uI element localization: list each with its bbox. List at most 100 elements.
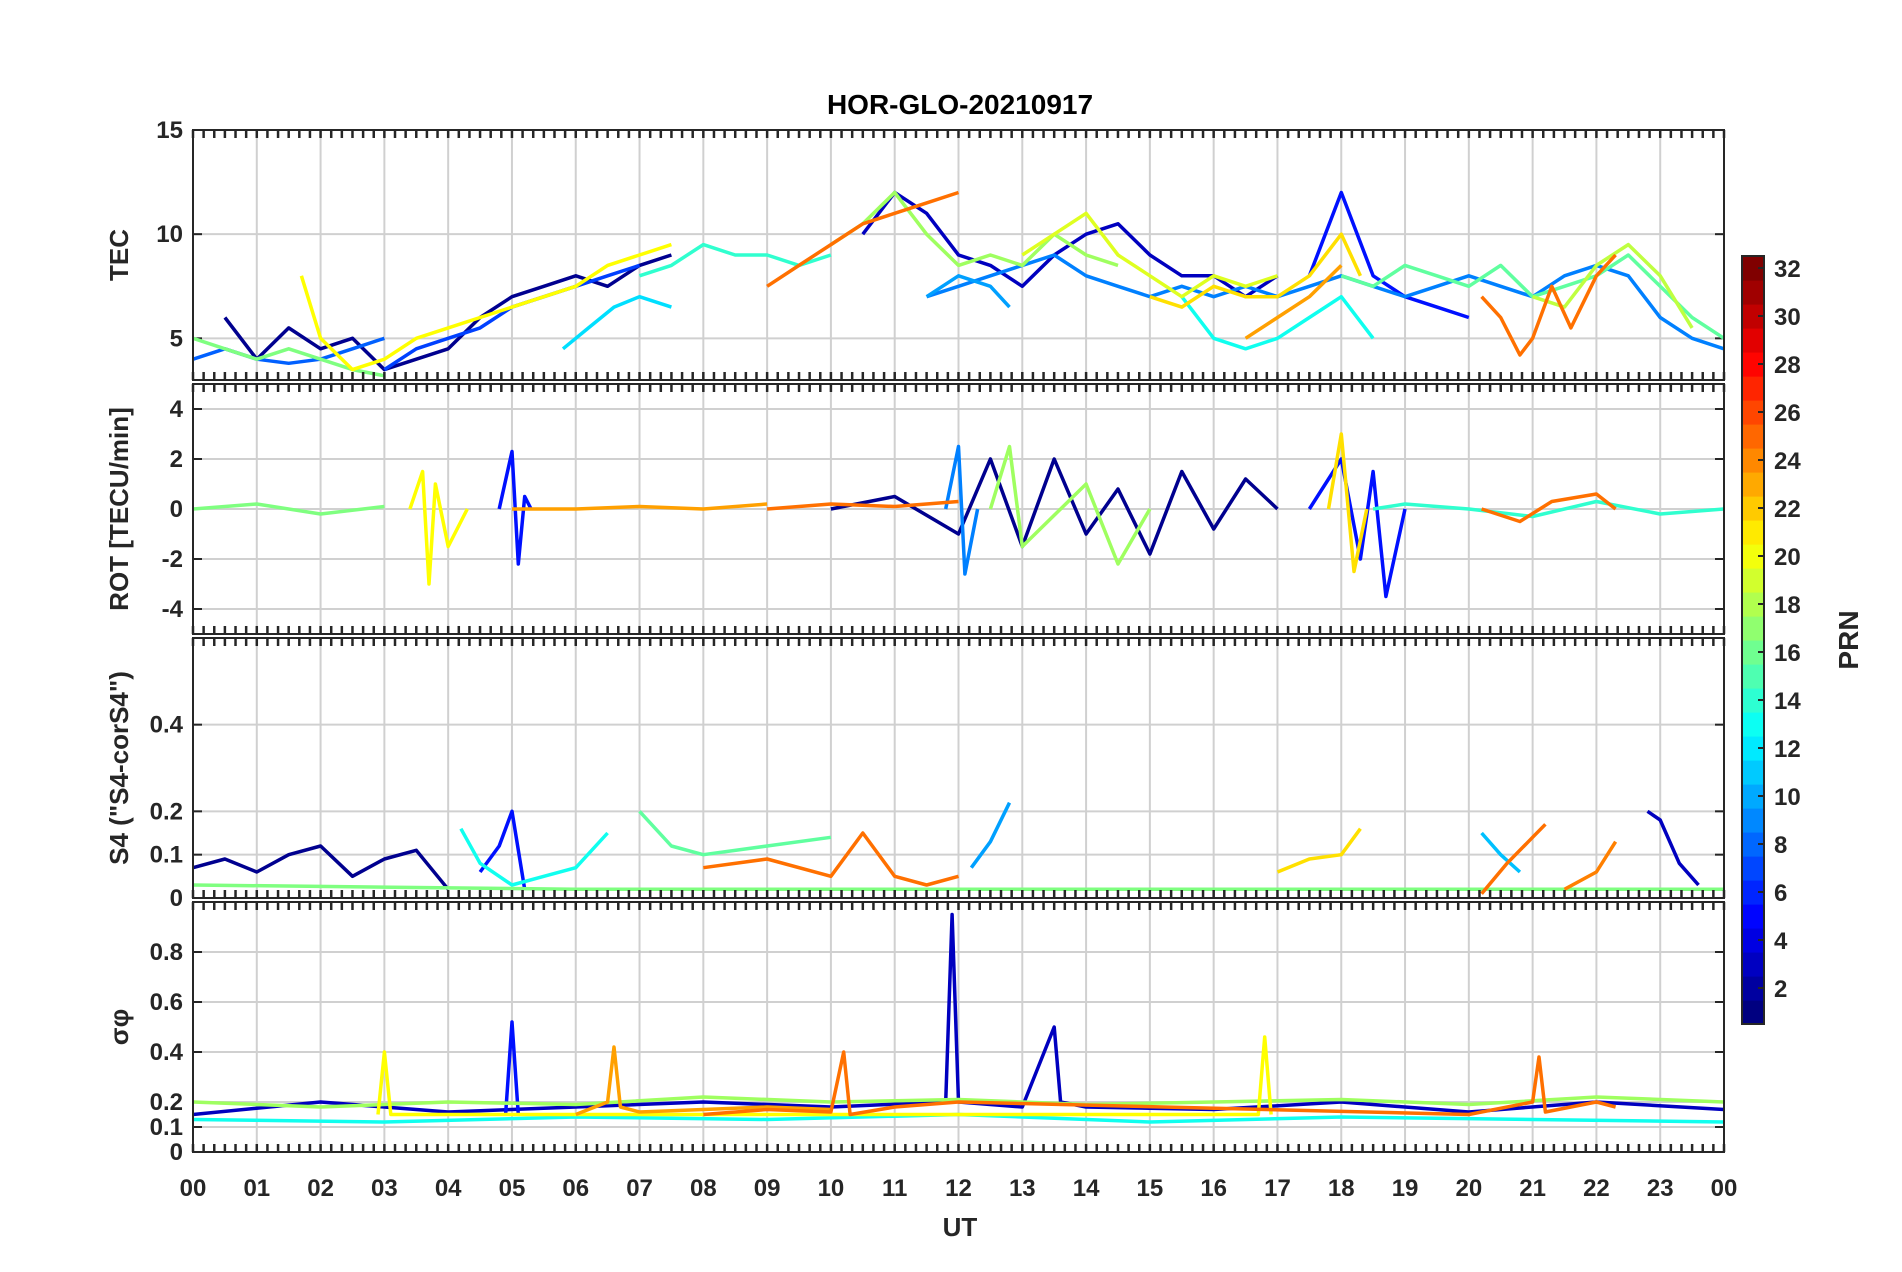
- series-prn-16: [988, 444, 1152, 566]
- colorbar-tick-label: 10: [1774, 784, 1801, 811]
- x-tick-label: 16: [1200, 1175, 1227, 1202]
- x-axis: 00 01 02 03 04 05 06 07 08 09 10 11 12 13 14 15 16 17 18 19…: [180, 1175, 1738, 1202]
- x-tick-label: 21: [1519, 1175, 1546, 1202]
- panel-frame: [192, 383, 1725, 635]
- y-tick-label: 0.8: [150, 939, 183, 966]
- colorbar-tick-label: 2: [1774, 976, 1787, 1003]
- colorbar-segment: [1742, 736, 1764, 761]
- series-prn-9: [925, 274, 1011, 309]
- series-prn-10: [1480, 831, 1522, 874]
- colorbar-segment: [1742, 784, 1764, 809]
- y-axis-label: TEC: [104, 229, 134, 281]
- x-tick-label: 01: [243, 1175, 270, 1202]
- y-tick-label: -4: [162, 596, 184, 623]
- colorbar-segment: [1742, 760, 1764, 785]
- y-tick-label: 2: [170, 446, 183, 473]
- colorbar-tick-label: 30: [1774, 304, 1801, 331]
- y-tick-label: 0.1: [150, 842, 183, 869]
- series-prn-24: [703, 831, 959, 887]
- y-tick-label: 0.2: [150, 1089, 183, 1116]
- x-axis-label: UT: [943, 1212, 978, 1242]
- colorbar-segment: [1742, 592, 1764, 617]
- chart-title: HOR-GLO-20210917: [827, 89, 1093, 120]
- x-tick-label: 09: [754, 1175, 781, 1202]
- series-prn-20: [1326, 432, 1369, 574]
- x-tick-label: 23: [1647, 1175, 1674, 1202]
- series-prn-16: [193, 1095, 1724, 1109]
- series-prn-1: [830, 457, 1279, 556]
- colorbar-tick-label: 4: [1774, 928, 1788, 955]
- series-prn-9: [969, 801, 1012, 869]
- series-prn-20: [1276, 827, 1362, 874]
- series-group: [193, 912, 1724, 1124]
- colorbar-segment: [1742, 472, 1764, 497]
- colorbar-segment: [1742, 256, 1764, 281]
- colorbar-frame: [1741, 255, 1765, 1025]
- y-tick-label: -2: [162, 546, 183, 573]
- series-prn-18: [1021, 211, 1279, 299]
- series-prn-14: [638, 810, 832, 857]
- series-prn-13: [1372, 499, 1724, 519]
- panel-frame: [192, 129, 1725, 381]
- colorbar-segment: [1742, 304, 1764, 329]
- y-axis-label: σφ: [104, 1009, 134, 1045]
- x-tick-label: 10: [818, 1175, 845, 1202]
- series-prn-22: [575, 1045, 831, 1117]
- y-tick-label: 10: [156, 221, 183, 248]
- colorbar-tick-label: 32: [1774, 256, 1801, 283]
- colorbar-tick-label: 20: [1774, 544, 1801, 571]
- series-prn-24: [766, 190, 960, 288]
- colorbar-segment: [1742, 928, 1764, 953]
- series-prn-19: [376, 1035, 1273, 1117]
- x-tick-label: 06: [562, 1175, 589, 1202]
- colorbar-segment: [1742, 376, 1764, 401]
- x-tick-label: 03: [371, 1175, 398, 1202]
- colorbar-segment: [1742, 712, 1764, 737]
- series-group: [193, 432, 1724, 599]
- colorbar-segment: [1742, 280, 1764, 305]
- colorbar-segment: [1742, 664, 1764, 689]
- y-tick-label: 0.6: [150, 989, 183, 1016]
- x-tick-label: 13: [1009, 1175, 1036, 1202]
- series-prn-24: [1480, 823, 1547, 895]
- y-tick-label: 0.1: [150, 1114, 183, 1141]
- series-prn-19: [299, 242, 672, 372]
- panel-1: 5 10 15 TEC: [104, 117, 1726, 381]
- x-tick-label: 19: [1392, 1175, 1419, 1202]
- y-axis-label: ROT [TECU/min]: [104, 407, 134, 611]
- y-tick-label: 5: [170, 325, 183, 352]
- colorbar-segment: [1742, 424, 1764, 449]
- x-tick-label: 20: [1455, 1175, 1482, 1202]
- series-prn-11: [561, 294, 672, 351]
- colorbar-tick-label: 16: [1774, 640, 1801, 667]
- colorbar-segment: [1742, 640, 1764, 665]
- x-tick-label: 00: [1711, 1175, 1738, 1202]
- colorbar-segment: [1742, 808, 1764, 833]
- x-tick-label: 04: [435, 1175, 462, 1202]
- x-tick-label: 02: [307, 1175, 334, 1202]
- series-prn-15: [193, 883, 1724, 892]
- colorbar-tick-label: 24: [1774, 448, 1801, 475]
- x-tick-label: 07: [626, 1175, 653, 1202]
- series-prn-23: [1563, 840, 1618, 891]
- x-tick-label: 08: [690, 1175, 717, 1202]
- colorbar-segment: [1742, 616, 1764, 641]
- series-prn-4: [497, 449, 533, 566]
- panel-3: 0 0.1 0.2 0.4 S4 ("S4-corS4"): [104, 637, 1726, 912]
- series-prn-19: [408, 469, 469, 586]
- y-tick-label: 0.2: [150, 798, 183, 825]
- colorbar-segment: [1742, 352, 1764, 377]
- colorbar-segment: [1742, 688, 1764, 713]
- y-tick-label: 0.4: [150, 712, 184, 739]
- series-prn-4: [503, 1020, 521, 1115]
- colorbar-segment: [1742, 856, 1764, 881]
- series-prn-24: [766, 499, 959, 511]
- x-tick-label: 14: [1073, 1175, 1100, 1202]
- colorbar-label: PRN: [1833, 610, 1864, 669]
- panel-frame: [192, 901, 1725, 1153]
- panel-frame: [192, 637, 1725, 899]
- x-tick-label: 11: [882, 1175, 907, 1202]
- x-tick-label: 17: [1264, 1175, 1291, 1202]
